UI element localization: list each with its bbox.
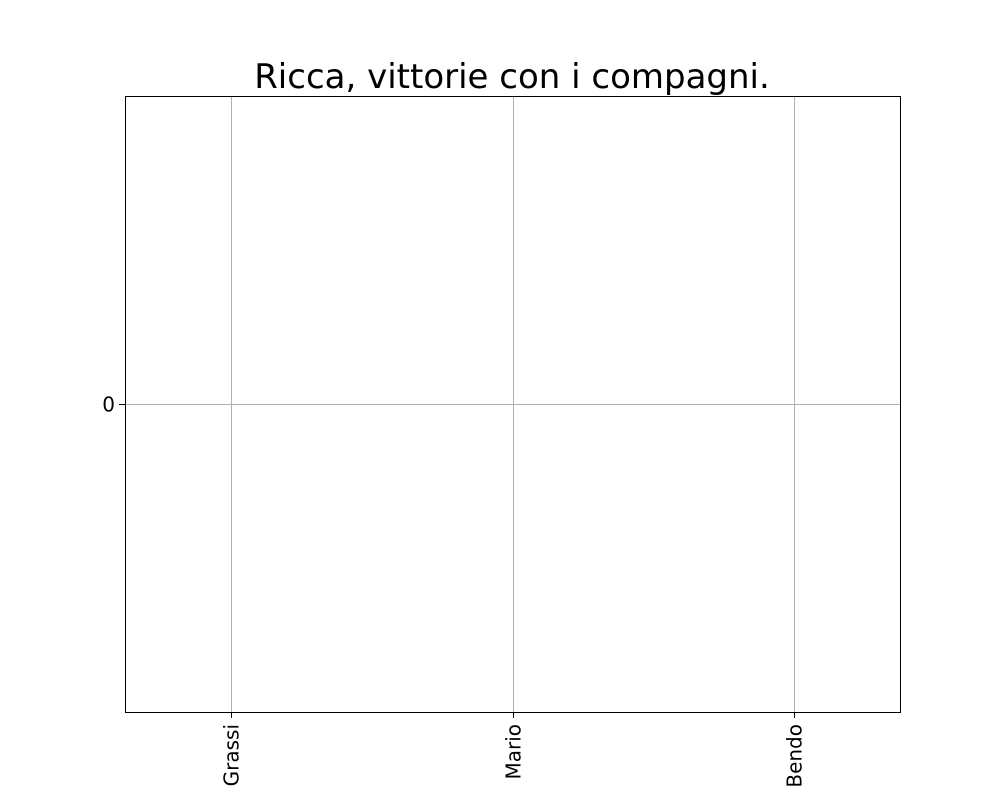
x-tick-label: Bendo [783,724,807,788]
x-tick-label: Mario [502,724,526,780]
chart-title: Ricca, vittorie con i compagni. [254,57,770,97]
axis-ticks: Grassi Mario Bendo 0 [102,393,806,788]
x-tick-label: Grassi [220,724,244,786]
y-tick-label: 0 [102,393,115,417]
grid-lines [125,96,900,712]
